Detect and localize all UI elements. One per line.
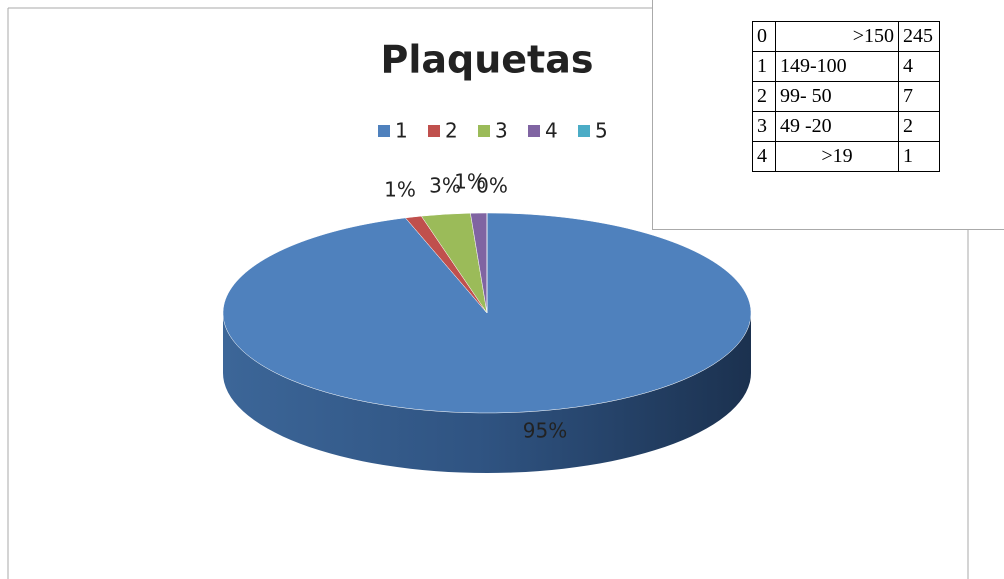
table: 0 >150 245 1 149-100 4 2 99- 50 7 3 49 -20 2 4 >19 1 <box>752 21 940 172</box>
data-label: 95% <box>523 419 567 443</box>
legend-label: 2 <box>445 119 458 143</box>
table-cell: 245 <box>898 21 940 52</box>
table-cell: 1 <box>898 141 940 172</box>
legend-swatch <box>528 125 540 137</box>
legend-swatch <box>578 125 590 137</box>
pie-side <box>223 313 751 473</box>
table-cell: 49 -20 <box>775 111 899 142</box>
table-row: 1 149-100 4 <box>752 51 940 82</box>
data-label: 0% <box>476 174 508 198</box>
table-cell: 2 <box>752 81 776 112</box>
legend-label: 3 <box>495 119 508 143</box>
data-label: 1% <box>384 178 416 202</box>
chart-title: Plaquetas <box>381 38 594 82</box>
legend-label: 1 <box>395 119 408 143</box>
table-cell: 99- 50 <box>775 81 899 112</box>
table-box: 0 >150 245 1 149-100 4 2 99- 50 7 3 49 -20 2 4 >19 1 <box>652 0 1004 230</box>
table-cell: 0 <box>752 21 776 52</box>
table-row: 3 49 -20 2 <box>752 111 940 142</box>
table-row: 0 >150 245 <box>752 21 940 52</box>
data-label: 3% <box>429 174 461 198</box>
table-cell: >150 <box>775 21 899 52</box>
table-cell: 1 <box>752 51 776 82</box>
table-cell: 2 <box>898 111 940 142</box>
table-row: 2 99- 50 7 <box>752 81 940 112</box>
legend-swatch <box>378 125 390 137</box>
table-cell: 149-100 <box>775 51 899 82</box>
table-cell: 7 <box>898 81 940 112</box>
legend-swatch <box>428 125 440 137</box>
legend-label: 5 <box>595 119 608 143</box>
table-cell: 4 <box>898 51 940 82</box>
table-row: 4 >19 1 <box>752 141 940 172</box>
table-cell: >19 <box>775 141 899 172</box>
table-cell: 4 <box>752 141 776 172</box>
data-label: 1% <box>454 170 486 194</box>
legend-swatch <box>478 125 490 137</box>
legend-label: 4 <box>545 119 558 143</box>
table-cell: 3 <box>752 111 776 142</box>
